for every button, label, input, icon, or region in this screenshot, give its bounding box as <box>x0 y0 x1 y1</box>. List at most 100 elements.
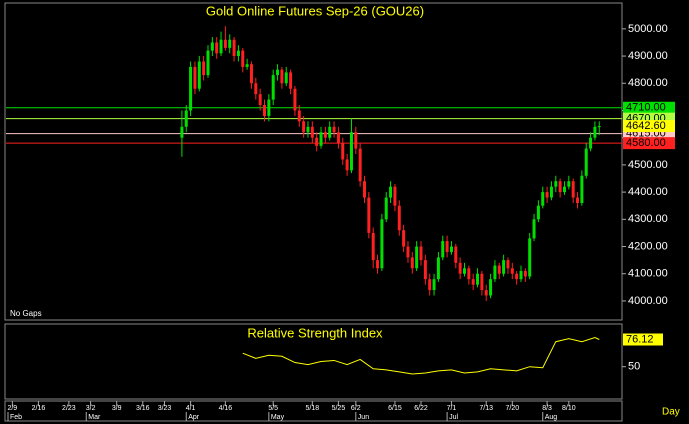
candle-body <box>202 61 206 76</box>
candle-body <box>454 246 458 263</box>
candle-body <box>345 159 349 171</box>
candle-body <box>254 83 258 95</box>
candle-body <box>536 205 540 220</box>
candle-body <box>354 132 358 149</box>
candle-body <box>462 268 466 274</box>
candle-body <box>415 246 419 269</box>
candle-body <box>341 143 345 160</box>
rsi-tick-label: 50 <box>628 361 640 373</box>
y-tick-label: 4800.00 <box>628 77 668 89</box>
month-label: Apr <box>188 414 200 421</box>
candle-body <box>328 126 332 138</box>
x-tick-label: 2/9 <box>7 405 17 412</box>
chart-title: Gold Online Futures Sep-26 (GOU26) <box>206 3 424 18</box>
candle-body <box>197 61 201 89</box>
level-label-box <box>623 127 675 140</box>
candle-body <box>432 279 436 291</box>
candle-body <box>219 39 223 54</box>
x-tick-label: 5/5 <box>268 405 278 412</box>
candle-body <box>315 137 319 146</box>
y-tick-label: 5000.00 <box>628 23 668 35</box>
candle-body <box>523 271 527 277</box>
month-label: Aug <box>545 414 558 421</box>
candle-body <box>593 126 597 138</box>
x-tick-label: 7/1 <box>447 405 457 412</box>
candle-body <box>532 219 536 239</box>
x-tick-label: 7/13 <box>479 405 493 412</box>
candle-body <box>489 279 493 296</box>
candle-body <box>528 238 532 277</box>
x-tick-label: 6/15 <box>388 405 402 412</box>
x-tick-label: 3/23 <box>158 405 172 412</box>
x-tick-label: 5/25 <box>332 405 346 412</box>
candle-body <box>515 273 519 280</box>
candle-body <box>549 186 553 198</box>
y-tick-label: 4900.00 <box>628 50 668 62</box>
candle-body <box>445 241 449 252</box>
candle-body <box>406 246 410 258</box>
candle-body <box>223 39 227 48</box>
candle-body <box>410 257 414 269</box>
candle-body <box>571 181 575 198</box>
rsi-panel <box>4 323 623 400</box>
candle-body <box>541 192 545 206</box>
month-label: Mar <box>88 414 101 421</box>
level-label-box <box>623 101 675 114</box>
candle-body <box>384 197 388 220</box>
candle-body <box>467 268 471 280</box>
candle-body <box>210 42 214 51</box>
candle-body <box>241 50 245 67</box>
candle-body <box>484 290 488 296</box>
candle-body <box>471 279 475 285</box>
candle-body <box>323 132 327 138</box>
candle-body <box>580 175 584 203</box>
candle-body <box>293 88 297 111</box>
candle-body <box>562 186 566 193</box>
candle-body <box>184 110 188 127</box>
candle-body <box>284 72 288 84</box>
y-tick-label: 4500.00 <box>628 159 668 171</box>
candle-body <box>389 186 393 198</box>
candle-body <box>506 260 510 269</box>
candle-body <box>493 265 497 280</box>
x-tick-label: 2/16 <box>32 405 46 412</box>
candle-body <box>271 75 275 100</box>
y-tick-label: 4200.00 <box>628 240 668 252</box>
month-label: Feb <box>10 414 22 421</box>
candle-body <box>332 126 336 133</box>
candle-body <box>502 260 506 274</box>
candle-body <box>193 66 197 89</box>
candle-body <box>189 66 193 111</box>
candle-body <box>206 50 210 76</box>
note: No Gaps <box>10 309 42 318</box>
y-tick-label: 4300.00 <box>628 213 668 225</box>
candle-body <box>302 121 306 133</box>
candle-body <box>423 260 427 280</box>
candle-body <box>267 99 271 116</box>
x-tick-label: 2/23 <box>62 405 76 412</box>
rsi-title: Relative Strength Index <box>247 325 383 340</box>
price-panel <box>4 2 623 321</box>
y-tick-label: 4100.00 <box>628 268 668 280</box>
candle-body <box>597 126 601 128</box>
candle-body <box>276 69 280 76</box>
month-label: May <box>271 414 285 421</box>
x-tick-label: 3/16 <box>136 405 150 412</box>
candle-body <box>336 132 340 144</box>
candle-body <box>428 279 432 291</box>
candle-body <box>458 262 462 274</box>
level-label: 4710.00 <box>626 102 666 114</box>
candle-body <box>393 186 397 206</box>
candle-body <box>476 273 480 285</box>
candle-body <box>449 246 453 252</box>
candle-body <box>319 132 323 146</box>
x-tick-label: 6/2 <box>351 405 361 412</box>
y-tick-label: 4000.00 <box>628 295 668 307</box>
x-axis-label: Day <box>662 407 680 418</box>
candle-body <box>380 219 384 269</box>
candle-body <box>436 257 440 280</box>
candle-body <box>480 273 484 291</box>
candle-body <box>554 181 558 187</box>
